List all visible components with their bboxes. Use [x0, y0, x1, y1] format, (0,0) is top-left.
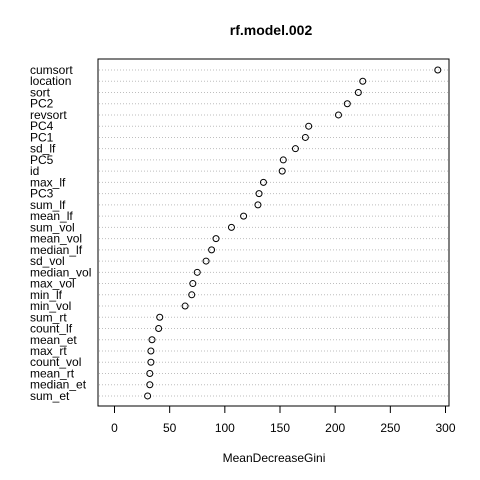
x-tick-label-50: 50	[163, 421, 177, 435]
point-median-et	[146, 381, 154, 389]
category-label-pc3: PC3	[30, 187, 54, 201]
point-pc5	[279, 156, 287, 164]
category-label-sd-lf: sd_lf	[30, 142, 56, 156]
point-revsort	[334, 111, 342, 119]
point-pc2	[343, 100, 351, 108]
category-label-mean-lf: mean_lf	[30, 209, 73, 223]
point-sum-lf	[254, 201, 262, 209]
point-max-rt	[147, 347, 155, 355]
category-label-mean-et: mean_et	[30, 333, 77, 347]
x-tick-label-100: 100	[215, 421, 235, 435]
category-label-pc4: PC4	[30, 119, 54, 133]
category-label-sum-rt: sum_rt	[30, 310, 67, 324]
point-count-lf	[155, 325, 163, 333]
data-points	[144, 66, 442, 400]
category-label-cumsort: cumsort	[30, 63, 73, 77]
category-label-count-vol: count_vol	[30, 355, 81, 369]
category-label-min-vol: min_vol	[30, 299, 71, 313]
point-mean-rt	[146, 369, 154, 377]
category-label-sd-vol: sd_vol	[30, 254, 65, 268]
category-label-revsort: revsort	[30, 108, 67, 122]
point-sd-vol	[202, 257, 210, 265]
category-label-median-lf: median_lf	[30, 243, 83, 257]
point-mean-et	[148, 336, 156, 344]
category-label-location: location	[30, 74, 71, 88]
grid-lines	[99, 69, 448, 397]
point-max-vol	[189, 280, 197, 288]
point-median-vol	[193, 268, 201, 276]
point-sum-et	[144, 392, 152, 400]
point-sd-lf	[291, 145, 299, 153]
category-label-min-lf: min_lf	[30, 288, 63, 302]
point-cumsort	[434, 66, 442, 74]
point-sort	[354, 88, 362, 96]
category-label-sum-vol: sum_vol	[30, 220, 75, 234]
category-label-sort: sort	[30, 85, 51, 99]
x-tick-label-150: 150	[270, 421, 290, 435]
category-label-mean-vol: mean_vol	[30, 232, 82, 246]
point-location	[359, 77, 367, 85]
point-sum-rt	[156, 313, 164, 321]
point-min-vol	[181, 302, 189, 310]
point-pc3	[255, 190, 263, 198]
category-label-median-et: median_et	[30, 378, 87, 392]
category-label-id: id	[30, 164, 39, 178]
category-label-pc5: PC5	[30, 153, 54, 167]
point-max-lf	[259, 178, 267, 186]
point-pc4	[305, 122, 313, 130]
point-median-lf	[208, 246, 216, 254]
chart-title: rf.model.002	[230, 22, 313, 38]
x-tick-label-200: 200	[325, 421, 345, 435]
category-label-median-vol: median_vol	[30, 265, 91, 279]
category-labels: cumsortlocationsortPC2revsortPC4PC1sd_lf…	[30, 63, 91, 403]
x-axis: 0 50 100 150 200 250 300	[111, 405, 456, 435]
category-label-max-lf: max_lf	[30, 175, 66, 189]
category-label-count-lf: count_lf	[30, 322, 73, 336]
category-label-mean-rt: mean_rt	[30, 366, 75, 380]
point-min-lf	[188, 291, 196, 299]
category-label-max-vol: max_vol	[30, 277, 75, 291]
x-tick-label-300: 300	[435, 421, 455, 435]
point-sum-vol	[227, 223, 235, 231]
x-axis-label: MeanDecreaseGini	[223, 451, 326, 465]
point-id	[278, 167, 286, 175]
point-count-vol	[147, 358, 155, 366]
point-mean-lf	[240, 212, 248, 220]
category-label-sum-et: sum_et	[30, 389, 70, 403]
x-tick-label-250: 250	[380, 421, 400, 435]
point-pc1	[301, 133, 309, 141]
category-label-pc1: PC1	[30, 130, 54, 144]
category-label-pc2: PC2	[30, 97, 54, 111]
category-label-sum-lf: sum_lf	[30, 198, 66, 212]
x-tick-label-0: 0	[111, 421, 118, 435]
category-label-max-rt: max_rt	[30, 344, 67, 358]
point-mean-vol	[212, 235, 220, 243]
